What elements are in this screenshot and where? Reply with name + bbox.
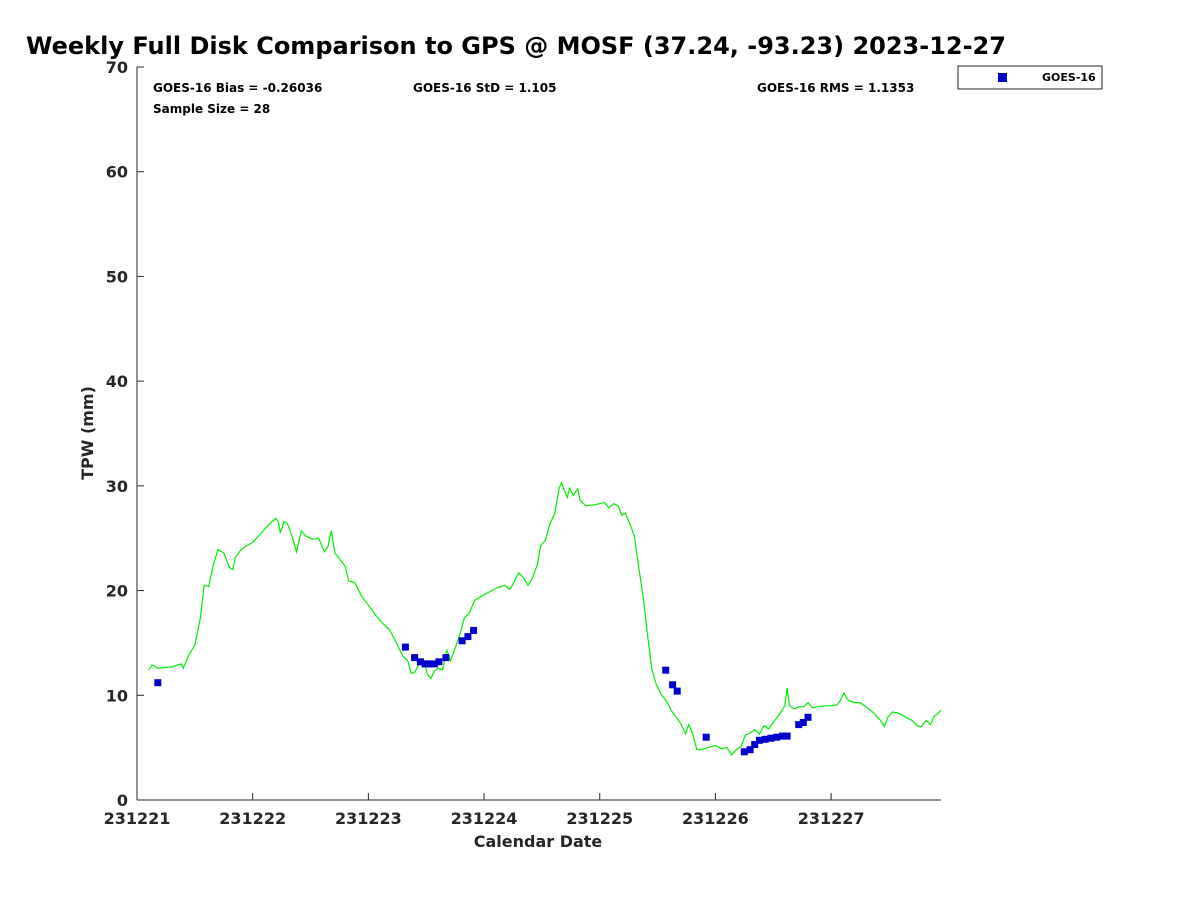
x-tick-label: 231222: [219, 809, 286, 828]
y-tick-label: 30: [106, 477, 128, 496]
goes16-marker: [673, 687, 681, 695]
goes16-marker: [154, 679, 162, 687]
goes16-marker: [751, 741, 759, 748]
goes16-marker: [401, 643, 409, 651]
x-tick-label: 231227: [798, 809, 865, 828]
goes16-marker: [458, 637, 466, 645]
goes16-marker: [740, 748, 748, 756]
goes16-marker: [755, 736, 763, 744]
goes16-marker: [783, 732, 791, 740]
goes16-marker: [795, 721, 803, 729]
goes16-marker: [416, 658, 424, 666]
goes16-marker: [662, 666, 670, 674]
goes16-marker: [669, 681, 677, 689]
goes16-marker: [767, 734, 775, 742]
goes16-marker: [779, 732, 786, 740]
goes16-marker: [761, 735, 769, 743]
goes16-marker: [442, 654, 450, 662]
y-tick-label: 60: [106, 163, 128, 182]
axes: [136, 67, 941, 801]
x-tick-label: 231223: [335, 809, 402, 828]
bias-stat: GOES-16 Bias = -0.26036: [153, 81, 322, 95]
goes16-marker: [773, 733, 781, 741]
x-tick-label: 231226: [682, 809, 749, 828]
x-tick-label: 231225: [566, 809, 633, 828]
y-tick-label: 40: [106, 372, 128, 391]
goes16-marker: [702, 733, 710, 741]
rms-stat: GOES-16 RMS = 1.1353: [757, 81, 914, 95]
ticks: 0 10 20 30 40 50 60 70 231221 231222 231223 231224 2…: [104, 58, 865, 828]
sample-size-stat: Sample Size = 28: [153, 102, 270, 116]
legend-label: GOES-16: [1042, 71, 1096, 84]
y-tick-label: 70: [106, 58, 128, 77]
goes16-marker: [435, 658, 443, 666]
y-tick-label: 50: [106, 267, 128, 286]
y-tick-label: 0: [117, 791, 128, 810]
gps-tpw-line: [148, 481, 942, 757]
goes16-marker: [746, 746, 754, 754]
chart-title: Weekly Full Disk Comparison to GPS @ MOS…: [26, 32, 1006, 60]
goes16-marker: [804, 713, 812, 721]
goes16-marker: [470, 626, 478, 634]
x-tick-label: 231221: [104, 809, 171, 828]
y-tick-label: 10: [106, 686, 128, 705]
std-stat: GOES-16 StD = 1.105: [413, 81, 556, 95]
x-axis-label: Calendar Date: [474, 832, 603, 851]
legend: GOES-16: [957, 65, 1103, 90]
goes16-marker: [421, 660, 429, 668]
x-tick-label: 231224: [451, 809, 518, 828]
goes16-marker: [426, 660, 434, 668]
goes16-marker: [411, 654, 419, 662]
legend-marker: [998, 73, 1007, 82]
legend-box: [957, 65, 1103, 90]
goes16-marker: [430, 660, 438, 668]
y-tick-label: 20: [106, 582, 128, 601]
goes16-marker: [799, 719, 807, 726]
y-axis-label: TPW (mm): [78, 386, 97, 480]
plot-content: [148, 481, 942, 757]
goes16-marker: [464, 633, 472, 641]
